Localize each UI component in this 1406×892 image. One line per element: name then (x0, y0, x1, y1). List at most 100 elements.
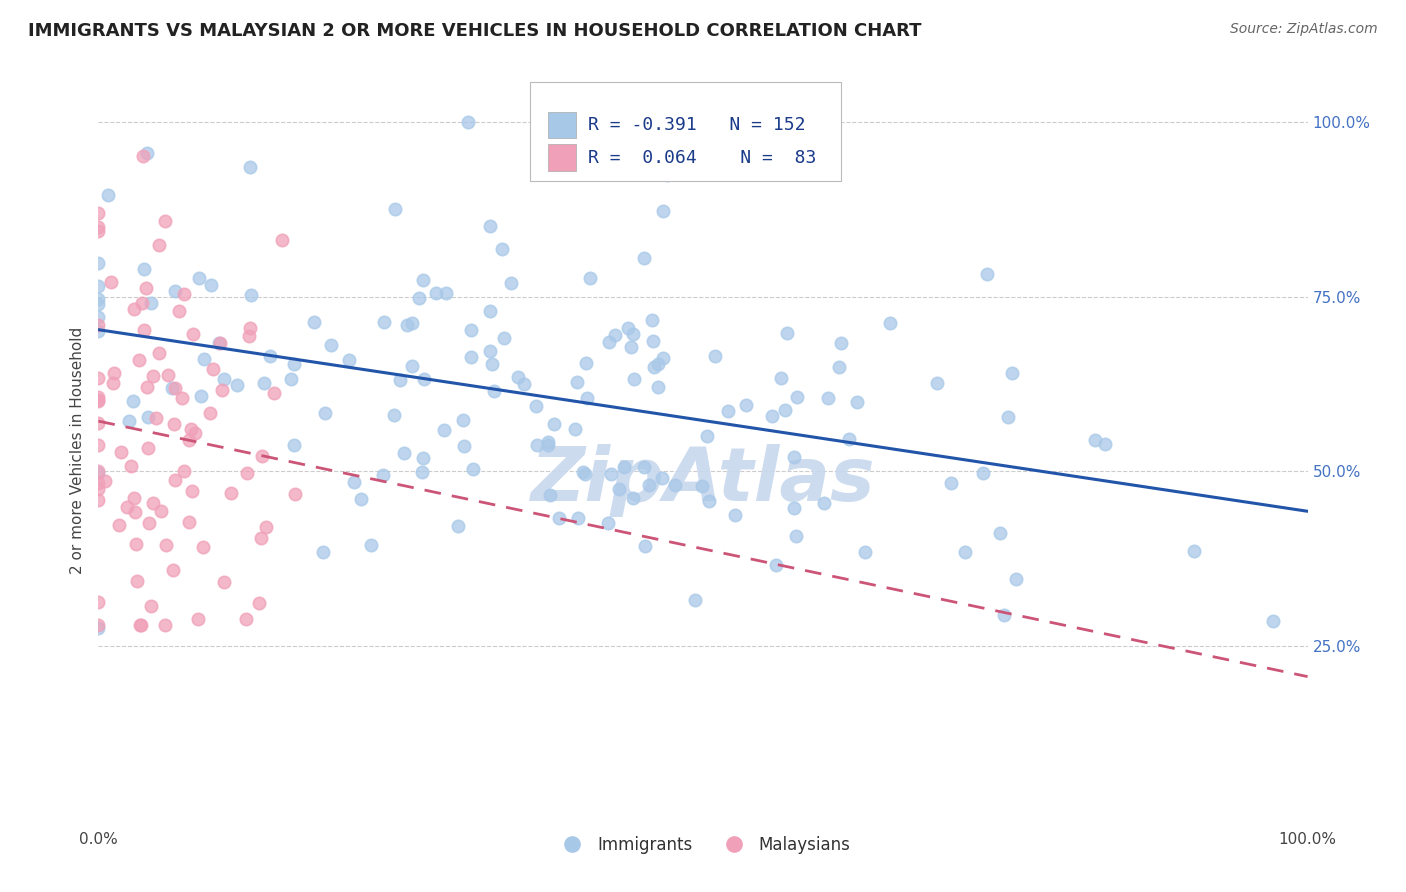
Point (239, 321, 262, 335)
Point (187, 612, 209, 626)
Point (239, 287, 262, 301)
Point (696, 429, 718, 443)
Point (312, 545, 335, 559)
Point (621, 327, 644, 342)
Point (136, 145, 159, 160)
Point (115, 500, 138, 515)
Point (108, 517, 131, 532)
Point (100, 275, 122, 289)
Point (651, 204, 673, 219)
Point (235, 612, 257, 626)
Point (110, 445, 132, 459)
Point (478, 304, 501, 318)
Point (270, 233, 292, 247)
Point (434, 285, 457, 300)
Point (87, 279, 110, 293)
Point (621, 491, 644, 506)
Y-axis label: 2 or more Vehicles in Household: 2 or more Vehicles in Household (69, 326, 84, 574)
Point (972, 467, 994, 481)
Point (460, 323, 482, 337)
Point (564, 422, 586, 436)
Point (314, 407, 336, 421)
Point (623, 372, 645, 386)
Point (87, 297, 110, 311)
Point (997, 410, 1019, 425)
Point (142, 496, 165, 510)
Point (236, 466, 259, 480)
Point (853, 545, 876, 559)
Point (412, 273, 434, 287)
Point (927, 376, 949, 391)
Point (567, 511, 589, 525)
Point (447, 519, 470, 533)
Point (817, 391, 839, 405)
Point (1094, 437, 1116, 451)
Point (633, 251, 655, 265)
Point (163, 284, 186, 298)
Point (155, 214, 177, 228)
Point (1261, 615, 1284, 629)
Point (135, 281, 157, 295)
Point (575, 391, 598, 405)
Point (180, 423, 202, 437)
Point (617, 320, 640, 334)
Point (165, 381, 187, 395)
Point (651, 351, 673, 365)
Point (212, 575, 235, 590)
Point (87, 493, 110, 508)
Point (1182, 544, 1205, 558)
Point (641, 313, 664, 327)
Point (87, 324, 110, 338)
Point (786, 390, 808, 404)
Point (124, 505, 146, 519)
Text: Source: ZipAtlas.com: Source: ZipAtlas.com (1230, 22, 1378, 37)
Point (125, 574, 148, 589)
Point (408, 291, 430, 305)
Point (776, 326, 799, 340)
Point (87, 255, 110, 269)
Point (128, 353, 150, 368)
Point (148, 346, 170, 360)
Legend: Immigrants, Malaysians: Immigrants, Malaysians (548, 829, 858, 861)
Point (482, 384, 505, 398)
Point (122, 301, 145, 316)
Point (350, 492, 373, 507)
Point (607, 482, 630, 496)
Point (373, 315, 395, 329)
Point (993, 607, 1015, 622)
Point (238, 329, 260, 343)
Point (139, 599, 162, 613)
Point (97, 188, 120, 202)
Point (664, 478, 686, 492)
Point (165, 473, 187, 487)
Point (87, 393, 110, 408)
Point (360, 538, 382, 552)
Point (283, 358, 305, 372)
Point (600, 467, 623, 482)
Point (513, 376, 536, 391)
Point (451, 413, 474, 427)
Point (283, 438, 305, 452)
Point (124, 491, 146, 506)
Point (783, 501, 806, 516)
Point (94, 474, 117, 488)
Point (247, 596, 270, 610)
Point (501, 276, 523, 290)
Point (620, 341, 643, 355)
Point (136, 442, 159, 456)
Point (699, 494, 721, 508)
Point (136, 410, 159, 425)
Point (401, 359, 423, 373)
Point (200, 277, 222, 292)
Point (219, 486, 242, 500)
Point (125, 537, 148, 551)
Point (134, 323, 156, 337)
Point (211, 383, 233, 397)
Point (1001, 366, 1024, 380)
Point (187, 271, 209, 285)
Point (1084, 433, 1107, 447)
Point (212, 372, 235, 386)
Point (129, 618, 152, 632)
Point (382, 408, 405, 422)
Point (401, 316, 423, 330)
